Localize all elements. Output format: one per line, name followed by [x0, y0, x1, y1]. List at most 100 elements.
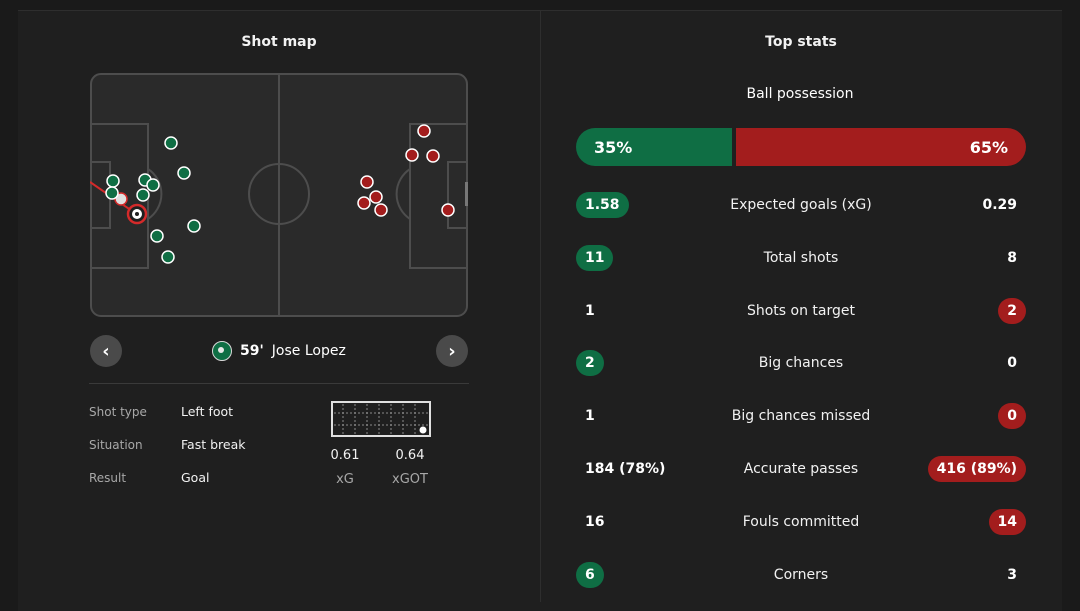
pitch[interactable] [90, 73, 468, 317]
stat-row: 184 (78%) Accurate passes 416 (89%) [576, 456, 1026, 482]
possession-bar-home: 35% [576, 128, 732, 166]
xg-value: 0.61 [330, 448, 360, 463]
stat-away-value: 0 [998, 403, 1026, 429]
column-divider [540, 10, 541, 602]
stat-home-value: 6 [576, 562, 604, 588]
stat-name: Corners [773, 567, 829, 583]
away-shot [360, 175, 374, 189]
stat-home-value: 184 (78%) [576, 456, 665, 482]
selected-shot-player: 59' Jose Lopez [212, 340, 346, 362]
next-shot-button[interactable]: › [436, 335, 468, 367]
shot-type-label: Shot type [89, 405, 147, 419]
stat-row: 1.58 Expected goals (xG) 0.29 [576, 192, 1026, 218]
stat-away-value: 0 [1007, 350, 1026, 376]
center-circle [248, 163, 310, 225]
stat-away-text: 2 [998, 298, 1026, 324]
stat-away-text: 8 [1007, 250, 1017, 266]
home-shot [177, 166, 191, 180]
xg-label: xG [336, 472, 354, 487]
stat-home-value: 2 [576, 350, 604, 376]
stat-name: Expected goals (xG) [730, 197, 872, 213]
away-shot [441, 203, 455, 217]
stat-home-value: 11 [576, 245, 614, 271]
home-shots [105, 136, 201, 264]
stat-row: 16 Fouls committed 14 [576, 509, 1026, 535]
top-stats-title: Top stats [765, 34, 837, 50]
shot-map-title: Shot map [241, 34, 317, 50]
away-shot [426, 149, 440, 163]
home-shot [161, 250, 175, 264]
home-shot [136, 188, 150, 202]
away-shot [369, 190, 383, 204]
stat-home-text: 2 [576, 350, 604, 376]
home-shot [187, 219, 201, 233]
stat-away-text: 14 [988, 509, 1026, 535]
home-shot [105, 186, 119, 200]
stat-away-text: 416 (89%) [927, 456, 1026, 482]
stat-home-text: 6 [576, 562, 604, 588]
stat-row: 1 Shots on target 2 [576, 298, 1026, 324]
away-shot [405, 148, 419, 162]
stat-away-value: 14 [988, 509, 1026, 535]
player-name: Jose Lopez [271, 343, 346, 359]
stat-row: 11 Total shots 8 [576, 245, 1026, 271]
possession-label: Ball possession [746, 86, 854, 102]
home-shot [150, 229, 164, 243]
stat-home-text: 1 [585, 303, 595, 319]
stat-home-value: 1.58 [576, 192, 629, 218]
home-shot [106, 174, 120, 188]
stat-name: Shots on target [746, 303, 855, 319]
previous-shot-button[interactable]: ‹ [90, 335, 122, 367]
away-shot [417, 124, 431, 138]
result-label: Result [89, 471, 127, 485]
stat-away-value: 2 [998, 298, 1026, 324]
xgot-value: 0.64 [395, 448, 425, 463]
away-shot [374, 203, 388, 217]
xgot-label: xGOT [392, 472, 428, 487]
goal-frame-icon [331, 401, 431, 437]
home-shot [164, 136, 178, 150]
away-shot [357, 196, 371, 210]
possession-bar-away: 65% [736, 128, 1026, 166]
possession-away-value: 65% [969, 137, 1008, 157]
stat-away-value: 8 [1007, 245, 1026, 271]
stat-away-text: 0 [1007, 355, 1017, 371]
stat-row: 2 Big chances 0 [576, 350, 1026, 376]
shot-minute: 59' [240, 343, 264, 359]
stat-name: Big chances missed [731, 408, 871, 424]
stat-away-text: 3 [1007, 567, 1017, 583]
chevron-left-icon: ‹ [102, 340, 110, 362]
stat-home-text: 1 [585, 408, 595, 424]
stat-name: Total shots [763, 250, 839, 266]
home-shot [146, 178, 160, 192]
shot-details-divider [89, 383, 469, 384]
stat-away-value: 0.29 [982, 192, 1026, 218]
stat-home-text: 16 [585, 514, 605, 530]
team-logo-icon [212, 341, 232, 361]
stat-home-value: 16 [576, 509, 604, 535]
away-shots [357, 124, 455, 217]
shot-type-value: Left foot [181, 404, 234, 419]
stat-name: Accurate passes [743, 461, 859, 477]
stat-home-value: 1 [576, 403, 595, 429]
stat-home-value: 1 [576, 298, 595, 324]
stat-away-value: 3 [1007, 562, 1026, 588]
right-penalty-arc [395, 168, 411, 220]
stat-home-text: 11 [576, 245, 614, 271]
situation-label: Situation [89, 438, 143, 452]
stat-home-text: 184 (78%) [585, 461, 666, 477]
stat-row: 1 Big chances missed 0 [576, 403, 1026, 429]
possession-home-value: 35% [594, 137, 633, 157]
situation-value: Fast break [181, 437, 246, 452]
ball-icon [419, 426, 427, 434]
result-value: Goal [181, 470, 210, 485]
stat-row: 6 Corners 3 [576, 562, 1026, 588]
stat-home-text: 1.58 [576, 192, 629, 218]
stat-away-text: 0.29 [982, 197, 1017, 213]
stat-name: Big chances [758, 355, 844, 371]
stat-name: Fouls committed [742, 514, 860, 530]
chevron-right-icon: › [448, 340, 456, 362]
stat-away-text: 0 [998, 403, 1026, 429]
stat-away-value: 416 (89%) [927, 456, 1026, 482]
left-penalty-arc [147, 168, 163, 220]
